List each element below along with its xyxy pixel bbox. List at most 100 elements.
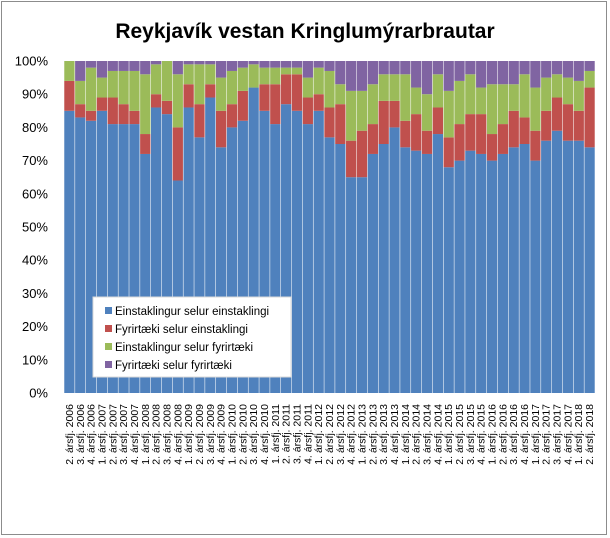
bar-segment-series-0 [465, 150, 476, 393]
bar-segment-series-0 [378, 144, 389, 393]
x-tick-label: 2. ársfj. 2008 [151, 404, 163, 465]
x-tick-label: 4. ársfj. 2010 [259, 404, 271, 465]
bar-segment-series-1 [519, 117, 530, 144]
bar-segment-series-2 [486, 84, 498, 135]
plot-area [64, 61, 595, 394]
bar-segment-series-1 [346, 140, 357, 178]
x-tick-label: 4. ársfj. 2015 [476, 404, 488, 465]
bar-segment-series-1 [85, 110, 97, 121]
bar-segment-series-0 [573, 140, 584, 393]
bar-segment-series-0 [519, 144, 530, 393]
bar-segment-series-1 [562, 104, 574, 141]
bar-segment-series-3 [140, 61, 151, 75]
bar-segment-series-1 [75, 104, 86, 118]
bar-segment-series-0 [183, 107, 194, 393]
bar-segment-series-1 [432, 107, 444, 135]
bar-segment-series-3 [562, 61, 574, 78]
bar-segment-series-0 [226, 127, 238, 394]
legend-label: Einstaklingur selur fyrirtæki [115, 342, 253, 354]
bar-segment-series-1 [421, 130, 433, 154]
y-tick-label: 100% [15, 54, 49, 69]
bar-segment-series-2 [140, 74, 151, 135]
chart-title: Reykjavík vestan Kringlumýrarbrautar [115, 20, 494, 43]
bar-segment-series-3 [551, 61, 563, 75]
bar-segment-series-1 [270, 84, 281, 125]
legend-swatch [105, 343, 112, 350]
bar-segment-series-2 [270, 67, 281, 85]
bar-segment-series-2 [356, 90, 368, 131]
x-tick-label: 2. ársfj. 2014 [411, 404, 423, 465]
bar-segment-series-0 [400, 147, 411, 393]
x-tick-label: 2. ársfj. 2015 [454, 404, 466, 465]
x-tick-label: 2. ársfj. 2011 [281, 404, 293, 464]
bar-segment-series-3 [107, 61, 118, 71]
bar-segment-series-1 [118, 104, 129, 125]
bar-segment-series-1 [259, 84, 270, 111]
bar-segment-series-2 [281, 67, 292, 75]
bar-segment-series-1 [150, 94, 162, 108]
bar-segment-series-3 [96, 61, 108, 78]
x-tick-label: 3. ársfj. 2006 [75, 404, 87, 465]
bar-segment-series-1 [172, 127, 183, 181]
x-tick-label: 3. ársfj. 2009 [205, 404, 217, 465]
legend-swatch [105, 361, 112, 368]
bar-segment-series-0 [346, 177, 357, 393]
bar-segment-series-0 [107, 124, 118, 393]
bar-segment-series-3 [313, 61, 324, 68]
x-tick-label: 4. ársfj. 2012 [346, 404, 358, 465]
bar-segment-series-2 [519, 74, 530, 118]
bar-segment-series-0 [432, 134, 444, 394]
y-tick-label: 30% [22, 286, 48, 301]
bar-segment-series-2 [389, 74, 400, 101]
x-tick-label: 1. ársfj. 2009 [183, 404, 195, 465]
bar-segment-series-1 [530, 130, 541, 161]
bar-segment-series-2 [194, 64, 205, 105]
bar-segment-series-3 [454, 61, 465, 81]
x-tick-label: 1. ársfj. 2016 [487, 404, 499, 465]
bar-segment-series-0 [421, 153, 433, 393]
bar-segment-series-2 [497, 84, 509, 125]
bar-segment-series-1 [541, 110, 552, 141]
bar-segment-series-0 [411, 150, 422, 393]
x-tick-label: 3. ársfj. 2015 [465, 404, 477, 465]
bar-segment-series-2 [107, 70, 118, 98]
x-tick-label: 4. ársfj. 2014 [432, 404, 444, 465]
bar-segment-series-0 [194, 137, 205, 393]
bar-segment-series-1 [551, 97, 563, 131]
bar-segment-series-3 [497, 61, 509, 85]
bar-segment-series-0 [161, 114, 173, 394]
bar-segment-series-0 [64, 110, 75, 394]
x-tick-label: 2. ársfj. 2012 [324, 404, 336, 465]
x-tick-label: 1. ársfj. 2017 [530, 404, 542, 465]
bar-segment-series-2 [129, 70, 140, 111]
bar-segment-series-3 [281, 61, 292, 68]
bar-segment-series-2 [335, 84, 346, 105]
legend-box [92, 296, 292, 378]
bar-segment-series-2 [346, 90, 357, 141]
bar-segment-series-3 [335, 61, 346, 85]
bar-segment-series-2 [367, 84, 378, 125]
x-tick-label: 2. ársfj. 2016 [497, 404, 509, 465]
bar-segment-series-2 [562, 77, 574, 105]
bar-segment-series-3 [367, 61, 378, 85]
bar-segment-series-3 [270, 61, 281, 68]
bar-segment-series-3 [205, 61, 216, 65]
bar-segment-series-2 [313, 67, 324, 95]
bar-segment-series-0 [248, 87, 259, 393]
x-tick-label: 1. ársfj. 2015 [443, 404, 455, 465]
bar-segment-series-2 [454, 80, 465, 125]
x-tick-label: 3. ársfj. 2008 [161, 404, 173, 465]
y-tick-label: 0% [29, 386, 48, 401]
bar-segment-series-2 [400, 74, 411, 121]
bar-segment-series-2 [291, 67, 303, 75]
bar-segment-series-2 [573, 80, 584, 111]
y-tick-label: 20% [22, 319, 48, 334]
bar-segment-series-3 [302, 61, 313, 78]
bar-segment-series-3 [584, 61, 595, 71]
bar-segment-series-1 [281, 74, 292, 105]
bar-segment-series-1 [313, 94, 324, 111]
bar-segment-series-1 [205, 84, 216, 98]
bar-segment-series-2 [584, 70, 595, 88]
